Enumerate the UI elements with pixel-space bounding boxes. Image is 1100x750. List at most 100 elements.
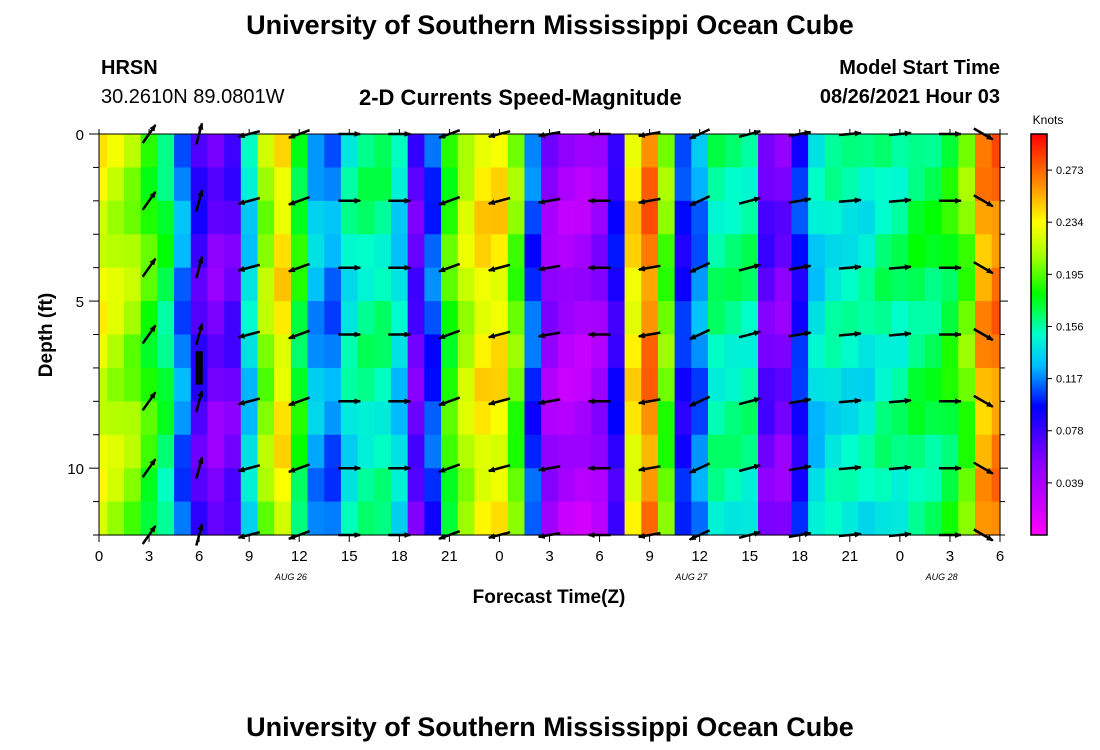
heatmap-cell (140, 200, 158, 235)
heatmap-cell (357, 200, 375, 235)
current-arrow (487, 196, 511, 206)
current-arrow (487, 397, 511, 406)
heatmap-cell (591, 167, 609, 202)
heatmap-cell (290, 468, 309, 503)
heatmap-cell (207, 200, 225, 235)
current-arrow (487, 263, 511, 272)
current-arrow (637, 264, 661, 272)
heatmap-cell (524, 134, 542, 169)
heatmap-cell (224, 334, 242, 369)
heatmap-cell (724, 234, 742, 269)
heatmap-cell (557, 234, 576, 269)
heatmap-cell (841, 301, 859, 336)
heatmap-cell (591, 501, 609, 536)
heatmap-cell (190, 200, 209, 235)
heatmap-cell (858, 334, 876, 369)
heatmap-cell (441, 234, 459, 269)
heatmap-cell (457, 267, 476, 302)
current-arrow (237, 397, 261, 406)
heatmap-cell (891, 134, 909, 169)
heatmap-cell (107, 167, 125, 202)
heatmap-cell (574, 334, 592, 369)
current-arrow (141, 458, 157, 478)
heatmap-cell (207, 401, 225, 436)
x-tick-label: 12 (691, 548, 708, 565)
heatmap-cell (274, 367, 292, 402)
heatmap-cell (190, 367, 209, 402)
heatmap-cell (107, 200, 125, 235)
heatmap-cell (340, 434, 359, 469)
heatmap-cell (457, 401, 476, 436)
heatmap-cell (924, 434, 943, 469)
current-arrow (537, 264, 561, 272)
heatmap-cell (274, 468, 292, 503)
heatmap-cell (474, 468, 492, 503)
colorbar-units: Knots (1033, 113, 1064, 127)
heatmap-cell (324, 434, 342, 469)
current-arrow (141, 257, 157, 278)
heatmap-cell (307, 468, 325, 503)
heatmap-cell (791, 367, 809, 402)
heatmap-cell (908, 167, 926, 202)
heatmap-cell (99, 434, 108, 469)
heatmap-cell (858, 434, 876, 469)
heatmap-cell (607, 167, 626, 202)
heatmap-cell (708, 367, 726, 402)
heatmap-cell (657, 167, 676, 202)
heatmap-cell (908, 134, 926, 169)
heatmap-cell (474, 401, 492, 436)
chart-subtitle: 2-D Currents Speed-Magnitude (359, 85, 682, 110)
heatmap-cell (140, 334, 158, 369)
current-arrow (637, 197, 661, 205)
heatmap-cell (174, 167, 192, 202)
heatmap-cell (474, 167, 492, 202)
heatmap-cell (624, 301, 642, 336)
heatmap-cell (974, 367, 993, 402)
heatmap-cell (457, 167, 476, 202)
heatmap-cell (340, 501, 359, 536)
x-tick-label: 6 (195, 548, 203, 565)
heatmap-cell (240, 200, 259, 235)
heatmap-cell (324, 134, 342, 169)
heatmap-cell (808, 367, 826, 402)
heatmap-cell (207, 301, 225, 336)
heatmap-cell (791, 200, 809, 235)
heatmap-cell (290, 401, 309, 436)
heatmap-cell (657, 434, 676, 469)
heatmap-cell (390, 301, 409, 336)
current-arrow (637, 465, 661, 473)
heatmap-cell (708, 134, 726, 169)
heatmap-cell (441, 367, 459, 402)
heatmap-cell (641, 468, 659, 503)
heatmap-cell (958, 134, 976, 169)
heatmap-cell (557, 167, 576, 202)
heatmap-cell (390, 134, 409, 169)
heatmap-cell (974, 301, 993, 336)
heatmap-cell (274, 334, 292, 369)
heatmap-cell (491, 401, 509, 436)
heatmap-cell (524, 401, 542, 436)
heatmap-cell (708, 434, 726, 469)
heatmap-cell (791, 434, 809, 469)
heatmap-cell (441, 267, 459, 302)
heatmap-cell (674, 267, 692, 302)
heatmap-cell (774, 468, 793, 503)
colorbar: 0.273 0.234 0.195 0.156 0.117 0.078 0.039 (1030, 133, 1084, 536)
heatmap-cell (741, 234, 759, 269)
heatmap-cell (357, 367, 375, 402)
heatmap-cell (99, 234, 108, 269)
heatmap-cell (124, 134, 142, 169)
current-arrow (888, 197, 912, 204)
heatmap-cell (390, 434, 409, 469)
heatmap-cell (99, 468, 108, 503)
station-name: HRSN (101, 57, 158, 79)
heatmap-cell (374, 401, 392, 436)
chart-title: University of Southern Mississippi Ocean… (246, 10, 854, 40)
heatmap-cell (491, 200, 509, 235)
heatmap-cell (774, 301, 793, 336)
heatmap-cell (174, 367, 192, 402)
heatmap-cell (307, 134, 325, 169)
heatmap-cell (541, 468, 559, 503)
footer-title: University of Southern Mississippi Ocean… (246, 712, 854, 742)
heatmap-cell (591, 334, 609, 369)
